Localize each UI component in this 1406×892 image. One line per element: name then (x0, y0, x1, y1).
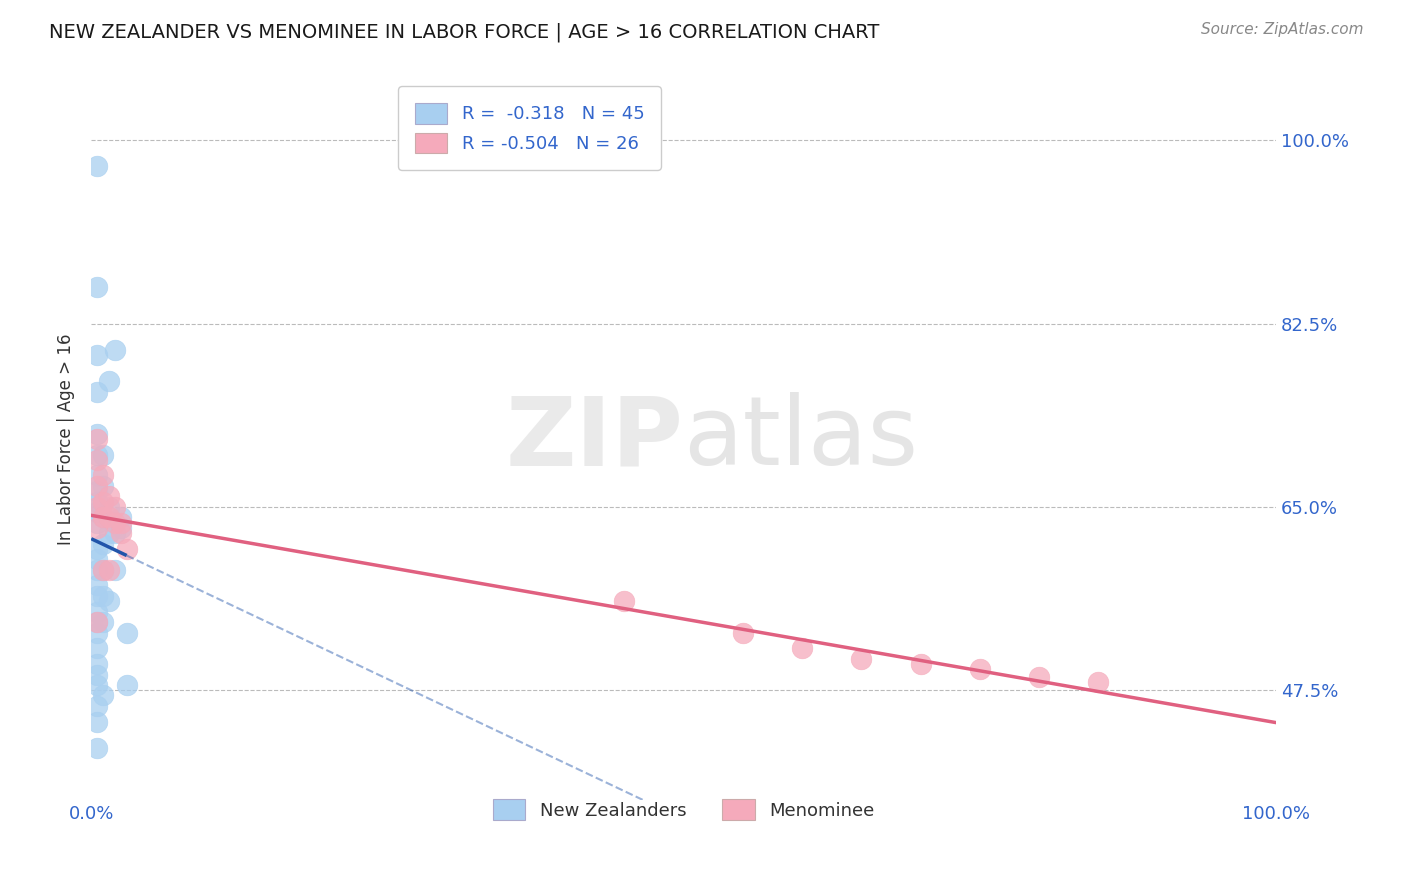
Point (91, 589, 114, 603)
Point (86, 452, 108, 467)
Point (97, 563, 120, 577)
Point (91, 615, 114, 629)
Point (851, 652, 873, 666)
Point (86, 615, 108, 629)
Point (115, 541, 138, 556)
Point (110, 516, 132, 530)
Point (110, 521, 132, 535)
Point (86, 563, 108, 577)
Point (86, 468, 108, 483)
Point (91, 448, 114, 462)
Text: Source: ZipAtlas.com: Source: ZipAtlas.com (1201, 22, 1364, 37)
Text: ZIP: ZIP (506, 392, 683, 485)
Point (104, 526, 127, 541)
Point (86, 541, 108, 556)
Point (910, 657, 932, 671)
Point (1028, 670, 1050, 684)
Point (86, 740, 108, 755)
Text: atlas: atlas (683, 392, 918, 485)
Point (86, 698, 108, 713)
Point (86, 667, 108, 681)
Point (86, 657, 108, 671)
Point (86, 615, 108, 629)
Point (1087, 674, 1109, 689)
Point (969, 662, 991, 676)
Point (97, 510, 120, 524)
Point (86, 494, 108, 508)
Point (104, 343, 127, 357)
Point (86, 432, 108, 446)
Point (86, 605, 108, 619)
Point (91, 510, 114, 524)
Text: NEW ZEALANDER VS MENOMINEE IN LABOR FORCE | AGE > 16 CORRELATION CHART: NEW ZEALANDER VS MENOMINEE IN LABOR FORC… (49, 22, 880, 42)
Legend: New Zealanders, Menominee: New Zealanders, Menominee (478, 785, 889, 835)
Point (110, 526, 132, 541)
Point (104, 516, 127, 530)
Point (91, 536, 114, 550)
Point (731, 625, 754, 640)
Point (86, 448, 108, 462)
Point (86, 280, 108, 294)
Point (86, 678, 108, 692)
Point (790, 641, 813, 656)
Point (86, 578, 108, 592)
Point (91, 479, 114, 493)
Point (97, 594, 120, 608)
Point (86, 384, 108, 399)
Point (91, 468, 114, 483)
Point (86, 479, 108, 493)
Point (115, 678, 138, 692)
Point (86, 348, 108, 362)
Point (97, 526, 120, 541)
Point (86, 552, 108, 566)
Point (86, 625, 108, 640)
Point (97, 490, 120, 504)
Point (86, 641, 108, 656)
Point (86, 521, 108, 535)
Point (86, 589, 108, 603)
Point (86, 484, 108, 499)
Point (86, 516, 108, 530)
Point (104, 500, 127, 514)
Point (97, 500, 120, 514)
Y-axis label: In Labor Force | Age > 16: In Labor Force | Age > 16 (58, 333, 75, 545)
Point (86, 500, 108, 514)
Point (91, 494, 114, 508)
Point (91, 563, 114, 577)
Point (91, 689, 114, 703)
Point (86, 426, 108, 441)
Point (91, 510, 114, 524)
Point (86, 505, 108, 519)
Point (613, 594, 636, 608)
Point (86, 714, 108, 729)
Point (104, 563, 127, 577)
Point (110, 510, 132, 524)
Point (115, 625, 138, 640)
Point (86, 160, 108, 174)
Point (97, 374, 120, 388)
Point (91, 563, 114, 577)
